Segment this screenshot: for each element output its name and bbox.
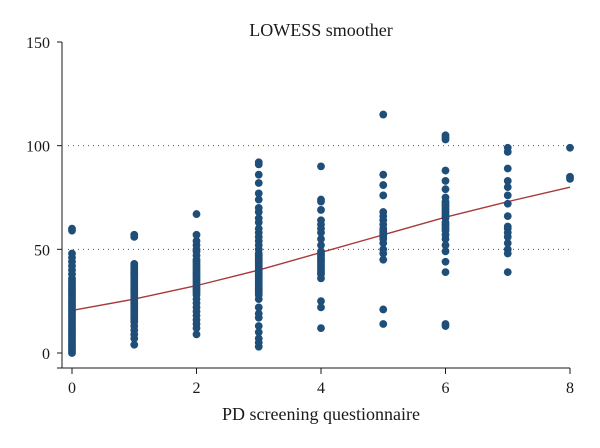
scatter-point — [379, 320, 388, 328]
scatter-point — [317, 195, 325, 204]
scatter-point — [192, 210, 201, 218]
scatter-point — [441, 268, 450, 277]
scatter-point — [441, 247, 450, 256]
y-tick-label-150: 150 — [26, 35, 50, 52]
scatter-point — [441, 177, 450, 185]
scatter-point — [254, 203, 263, 212]
scatter-point — [503, 212, 512, 221]
scatter-point — [254, 224, 263, 233]
scatter-point — [441, 193, 450, 202]
scatter-point — [379, 255, 388, 264]
y-axis-ticks: 0 50 100 150 — [26, 35, 62, 363]
scatter-point — [503, 143, 512, 152]
scatter-point — [192, 230, 201, 239]
scatter-point — [566, 172, 574, 181]
scatter-point — [379, 305, 388, 314]
scatter-point — [192, 330, 201, 339]
scatter-points — [68, 110, 574, 357]
scatter-point — [503, 245, 512, 254]
scatter-point — [317, 162, 325, 171]
scatter-point — [130, 340, 139, 349]
scatter-point — [130, 230, 139, 239]
y-tick-label-0: 0 — [42, 346, 50, 363]
scatter-point — [503, 164, 512, 173]
x-axis-label: PD screening questionnaire — [222, 404, 420, 424]
x-tick-label-0: 0 — [68, 380, 76, 397]
scatter-point — [441, 166, 450, 175]
scatter-point — [254, 328, 263, 337]
scatter-point — [254, 322, 263, 330]
scatter-point — [379, 181, 388, 189]
scatter-point — [503, 191, 512, 200]
scatter-point — [317, 247, 325, 256]
scatter-point — [317, 297, 325, 306]
scatter-point — [317, 206, 325, 214]
scatter-point — [503, 177, 512, 185]
scatter-point — [503, 222, 512, 231]
x-tick-label-6: 6 — [442, 380, 450, 397]
scatter-point — [379, 170, 388, 179]
scatter-point — [254, 158, 263, 167]
scatter-point — [441, 257, 450, 266]
scatter-point — [317, 216, 325, 225]
scatter-point — [254, 195, 263, 204]
grid-lines — [68, 145, 572, 250]
scatter-point — [254, 189, 263, 198]
y-tick-label-50: 50 — [34, 242, 50, 259]
scatter-point — [317, 235, 325, 243]
scatter-point — [254, 309, 263, 318]
scatter-point — [254, 179, 263, 187]
scatter-point — [503, 199, 512, 208]
chart-title: LOWESS smoother — [249, 20, 393, 40]
scatter-point — [379, 245, 388, 254]
scatter-point — [503, 268, 512, 277]
y-tick-label-100: 100 — [26, 139, 50, 156]
scatter-point — [317, 324, 325, 333]
scatter-point — [441, 320, 450, 328]
scatter-point — [379, 110, 388, 119]
x-axis-ticks: 0 2 4 6 8 — [68, 368, 574, 397]
scatter-point — [254, 214, 263, 223]
scatter-point — [379, 208, 388, 216]
scatter-point — [566, 143, 574, 152]
x-tick-label-4: 4 — [317, 380, 325, 397]
x-tick-label-2: 2 — [193, 380, 201, 397]
scatter-point — [130, 259, 139, 268]
scatter-point — [379, 191, 388, 200]
scatter-point — [254, 170, 263, 179]
x-tick-label-8: 8 — [566, 380, 574, 397]
scatter-point — [317, 241, 325, 250]
scatter-point — [503, 239, 512, 248]
scatter-point — [503, 183, 512, 192]
scatter-point — [192, 237, 201, 245]
scatter-point — [441, 131, 450, 140]
scatter-point — [317, 303, 325, 312]
scatter-point — [441, 185, 450, 194]
scatter-point — [254, 334, 263, 343]
scatter-point — [68, 224, 76, 233]
scatter-point — [254, 303, 263, 312]
scatter-point — [68, 249, 76, 258]
scatter-point — [441, 241, 450, 250]
